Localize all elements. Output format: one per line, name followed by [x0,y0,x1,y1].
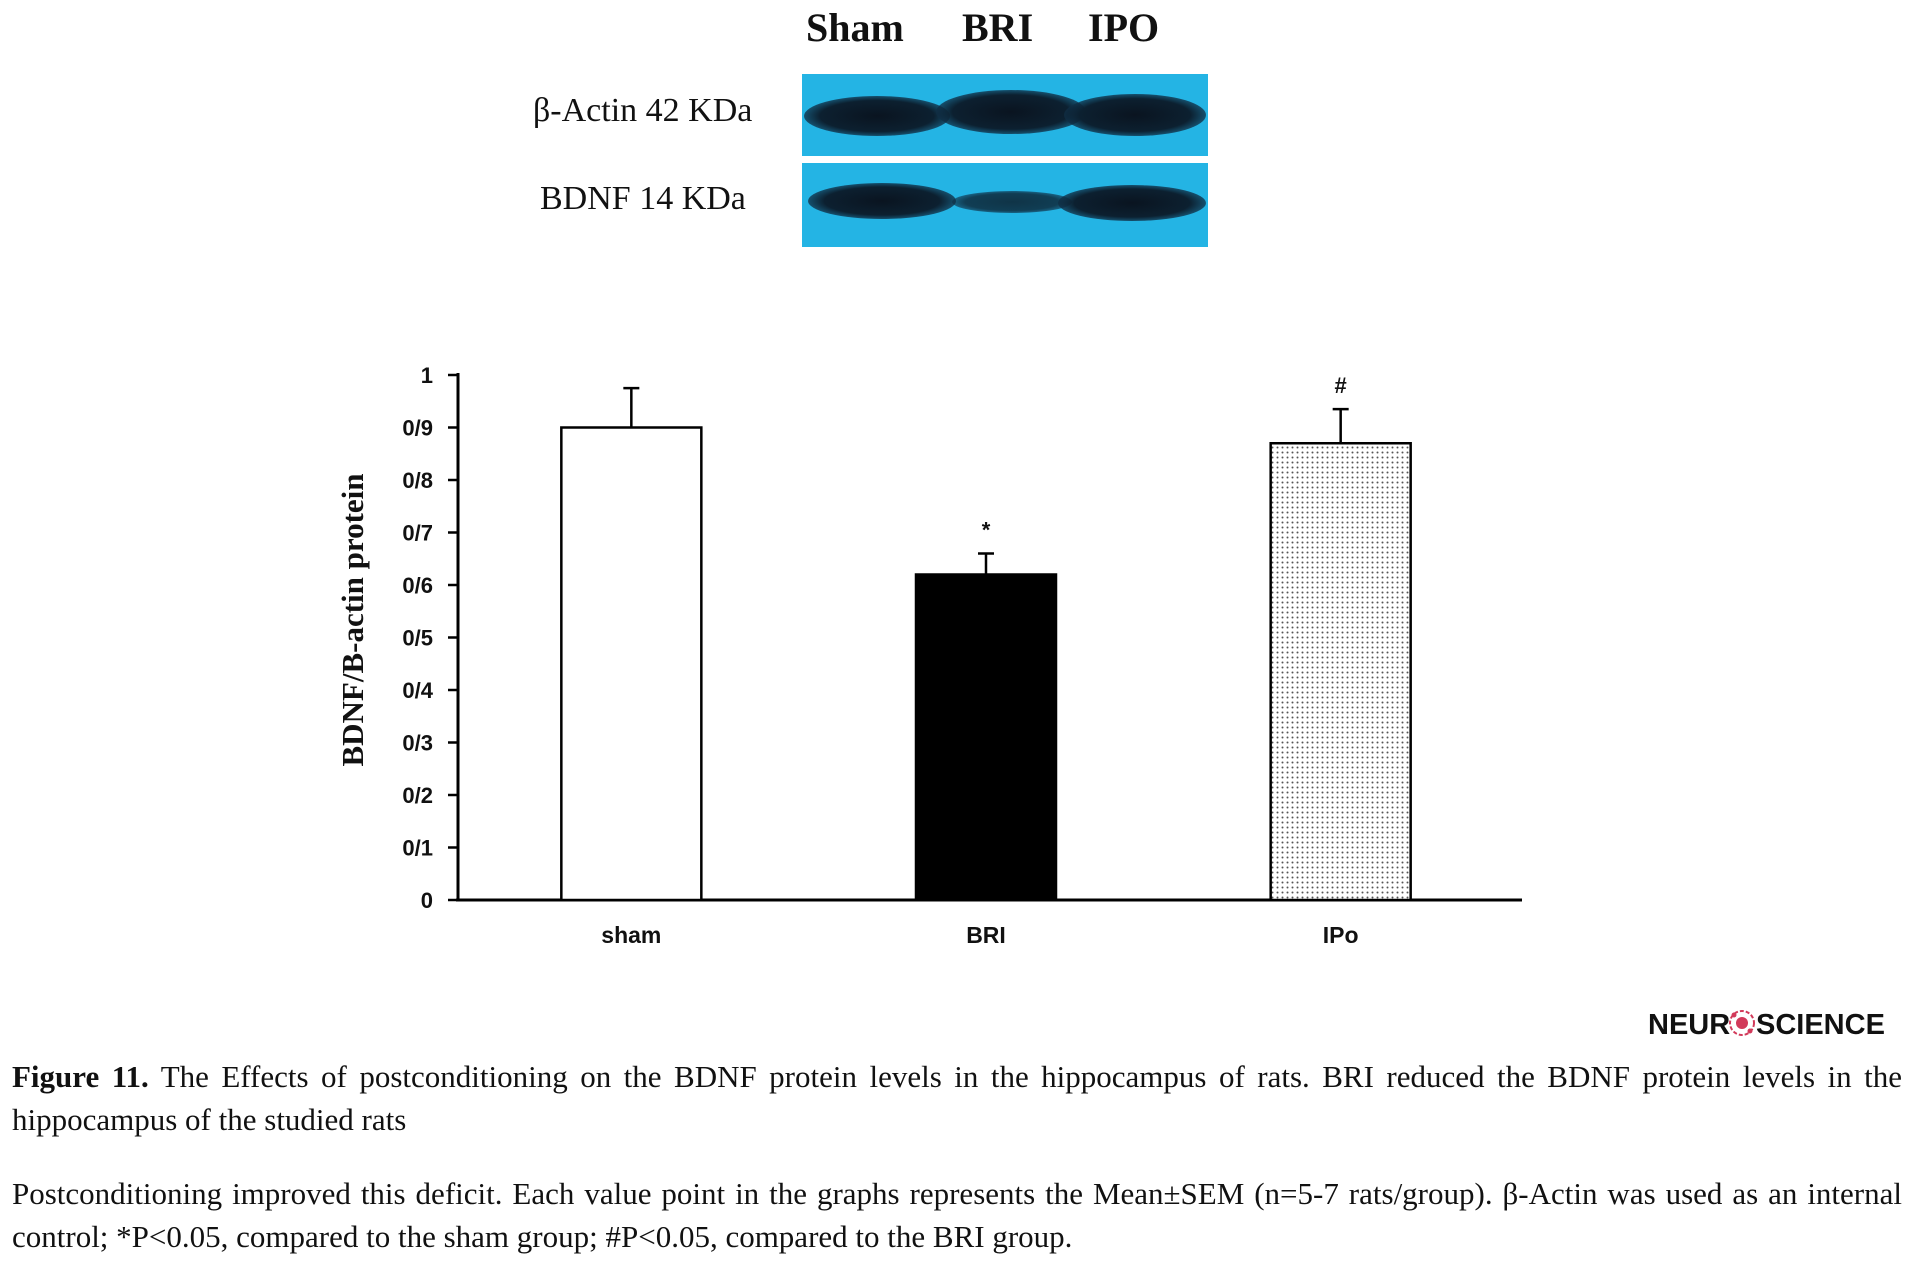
blot-strip-beta-actin [802,74,1208,156]
bar-ipo [1269,442,1412,902]
bar-chart: BDNF/B-actin protein 0 0/1 0/2 0/3 0/4 0/5 0/6… [335,363,1522,948]
x-tick-label-sham: sham [601,922,661,948]
figure-caption: Figure 11. The Effects of postconditioni… [12,1055,1902,1141]
band-bdnf-sham [808,183,956,219]
bars: *# [560,373,1412,902]
y-tick-label: 0/6 [402,573,433,598]
y-tick-label: 0/4 [402,678,433,703]
x-tick-label-ipo: IPo [1323,922,1359,948]
band-bdnf-bri [952,191,1072,213]
y-ticks: 0 0/1 0/2 0/3 0/4 0/5 0/6 0/7 0/8 0/9 1 [402,363,458,913]
x-tick-labels: sham BRI IPo [601,922,1358,948]
y-tick-label: 0/5 [402,626,433,651]
lane-label-sham: Sham [806,5,904,50]
caption-text: The Effects of postconditioning on the B… [12,1059,1902,1137]
band-actin-bri [936,90,1086,134]
neuroscience-logo-mark: NEUR SCIENCE [1648,1009,1885,1041]
significance-marker: # [1335,373,1347,398]
brain-icon [1729,1010,1755,1036]
band-label-beta-actin: β-Actin 42 KDa [533,92,753,129]
logo-text-right: SCIENCE [1756,1009,1885,1041]
band-actin-sham [804,96,950,136]
y-tick-label: 0/2 [402,783,433,808]
neuroscience-logo: NEUR SCIENCE [1648,1005,1903,1041]
y-tick-label: 0 [421,888,433,913]
y-tick-label: 0/7 [402,521,433,546]
lane-label-ipo: IPO [1088,5,1160,50]
band-actin-ipo [1064,94,1206,136]
band-label-bdnf: BDNF 14 KDa [540,180,746,217]
western-blot-panel: Sham BRI IPO β-Actin 42 KDa BDNF 14 KDa [0,0,1907,260]
band-bdnf-ipo [1058,185,1206,221]
y-tick-label: 0/9 [402,416,433,441]
bar-bri [914,573,1058,902]
y-axis-label: BDNF/B-actin protein [335,473,370,766]
blot-strip-bdnf [802,163,1208,247]
figure-label: Figure 11. [12,1059,149,1094]
y-tick-label: 0/3 [402,731,433,756]
x-tick-label-bri: BRI [966,922,1006,948]
y-tick-label: 0/8 [402,468,433,493]
logo-text-left: NEUR [1648,1009,1730,1041]
y-tick-label: 1 [421,363,433,388]
bar-sham [560,426,703,902]
y-tick-label: 0/1 [402,836,433,861]
lane-label-bri: BRI [962,5,1034,50]
figure-note: Postconditioning improved this deficit. … [12,1176,1902,1254]
significance-marker: * [982,518,991,543]
